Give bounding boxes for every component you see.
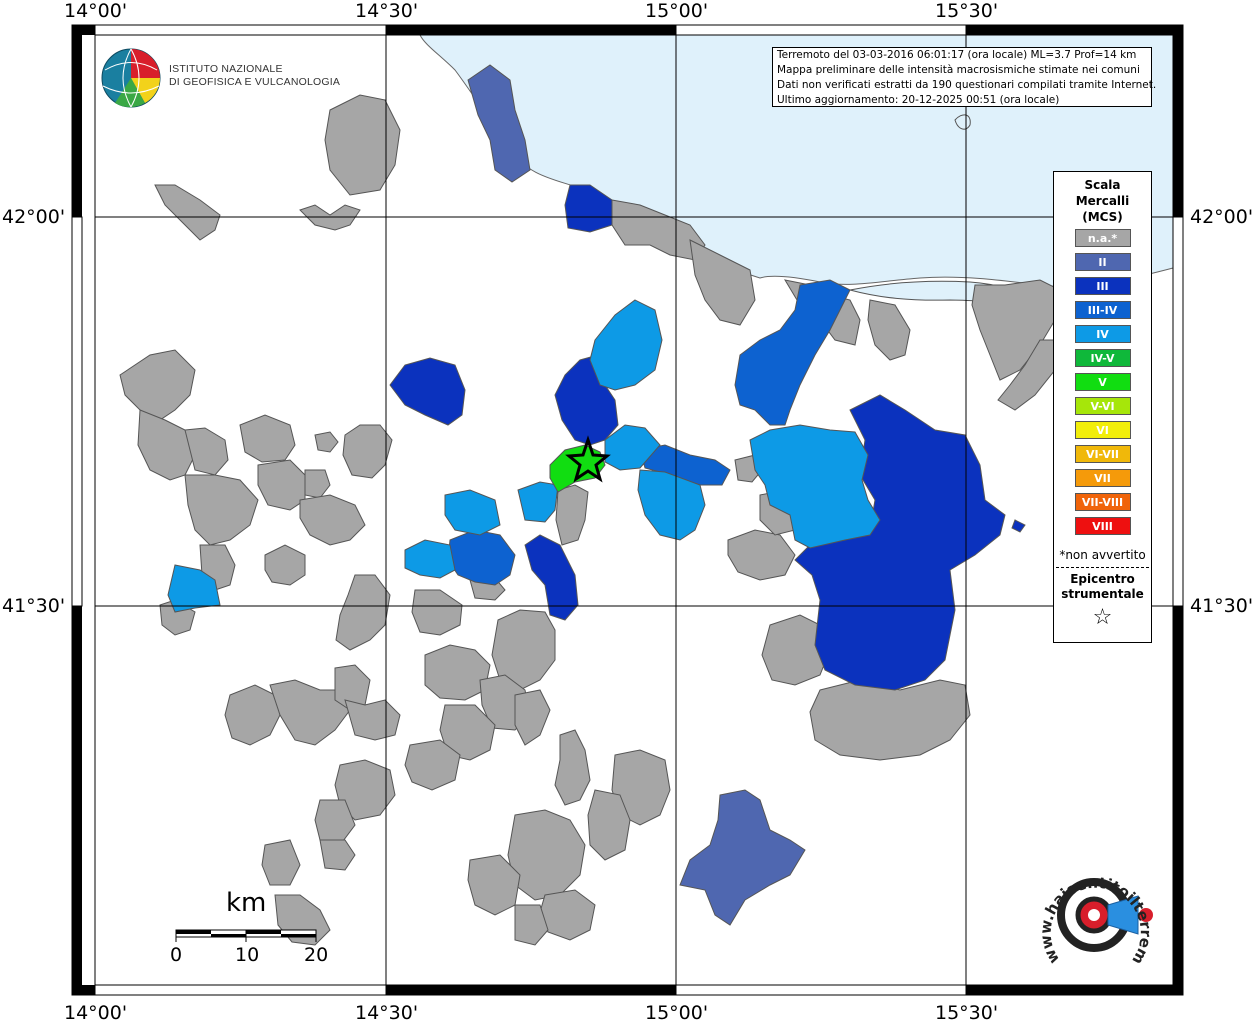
map-frame: [71, 24, 1184, 996]
legend-title-line1: Scala: [1084, 178, 1121, 192]
svg-text:www.haisentitoilterremoto.it: www.haisentitoilterremoto.it: [1040, 850, 1155, 968]
epicenter-star-icon: [565, 435, 611, 483]
mcs-legend: Scala Mercalli (MCS) n.a.* II III III-IV IV I…: [1053, 171, 1152, 643]
lon-label-top-3: 15°00': [645, 0, 709, 22]
lat-label-left-2: 41°30': [2, 595, 66, 617]
ingv-logo-text: ISTITUTO NAZIONALE DI GEOFISICA E VULCAN…: [169, 63, 340, 89]
intensity-III-small: [1011, 519, 1026, 533]
scale-tick-0: 0: [170, 944, 183, 966]
lon-label-bottom-3: 15°00': [645, 1002, 709, 1024]
legend-items: n.a.* II III III-IV IV IV-V V V-VI VI VI-VII VII VI…: [1054, 229, 1151, 535]
intensity-IV-west3: [404, 539, 456, 579]
scale-tick-20: 20: [304, 944, 329, 966]
legend-epicenter-label: Epicentro strumentale: [1054, 572, 1151, 602]
intensity-III-south: [524, 534, 579, 621]
legend-epicenter-line2: strumentale: [1061, 587, 1144, 601]
intensity-IV-east: [749, 424, 881, 549]
intensity-IV-west2: [444, 489, 501, 536]
legend-item: IV: [1074, 325, 1131, 343]
legend-title-line2: Mercalli: [1075, 194, 1130, 208]
legend-item: III-IV: [1074, 301, 1131, 319]
intensity-III-coast: [564, 184, 613, 233]
legend-note: *non avvertito: [1059, 548, 1146, 562]
badge-url-text: www.haisentitoilterremoto.it: [1040, 850, 1155, 968]
intensity-III-IV-southwest: [447, 529, 516, 586]
lon-label-bottom-1: 14°00': [64, 1002, 128, 1024]
legend-title: Scala Mercalli (MCS): [1054, 177, 1151, 225]
legend-item: V-VI: [1074, 397, 1131, 415]
scale-tick-10: 10: [235, 944, 260, 966]
event-info-line1: Terremoto del 03-03-2016 06:01:17 (ora l…: [777, 49, 1137, 61]
legend-item: VI: [1074, 421, 1131, 439]
lon-label-top-4: 15°30': [935, 0, 999, 22]
legend-item: III: [1074, 277, 1131, 295]
intensity-III-west: [389, 357, 466, 426]
legend-epicenter-line1: Epicentro: [1070, 572, 1135, 586]
legend-item: VII: [1074, 469, 1131, 487]
event-info-box: Terremoto del 03-03-2016 06:01:17 (ora l…: [772, 47, 1157, 107]
legend-title-line3: (MCS): [1082, 210, 1123, 224]
lat-label-left-1: 42°00': [2, 206, 66, 228]
legend-item: V: [1074, 373, 1131, 391]
intensity-IV-west1: [517, 481, 559, 523]
intensity-II-north: [467, 64, 531, 183]
lon-label-bottom-4: 15°30': [935, 1002, 999, 1024]
legend-item: VI-VII: [1074, 445, 1131, 463]
lon-label-top-2: 14°30': [355, 0, 419, 22]
legend-star-icon: ☆: [1092, 605, 1113, 630]
intensity-II-south: [679, 789, 806, 926]
scale-unit-label: km: [226, 888, 267, 918]
ingv-logo-icon: [101, 48, 161, 108]
graticule: [95, 35, 1173, 985]
event-info-line4: Ultimo aggiornamento: 20-12-2025 00:51 (…: [777, 94, 1060, 106]
lat-label-right-2: 41°30': [1190, 595, 1254, 617]
event-info-line2: Mappa preliminare delle intensità macros…: [777, 64, 1140, 76]
legend-item: II: [1074, 253, 1131, 271]
haisentito-badge-text: www.haisentitoilterremoto.it: [1040, 850, 1155, 968]
intensity-III-IV-center: [639, 444, 731, 486]
municipalities-intensity: [167, 64, 1026, 926]
lon-label-bottom-2: 14°30': [355, 1002, 419, 1024]
intensity-III-IV-northeast: [734, 279, 851, 426]
lon-label-top-1: 14°00': [64, 0, 128, 22]
ingv-name-line1: ISTITUTO NAZIONALE: [169, 63, 283, 75]
haisentito-badge-icon: [1057, 878, 1153, 952]
intensity-IV-southcenter: [637, 469, 706, 541]
ingv-name-line2: DI GEOFISICA E VULCANOLOGIA: [169, 76, 341, 88]
legend-separator: [1056, 567, 1149, 568]
legend-item: VII-VIII: [1074, 493, 1131, 511]
legend-item: IV-V: [1074, 349, 1131, 367]
legend-item: n.a.*: [1074, 229, 1131, 247]
intensity-IV-north: [589, 299, 663, 391]
event-info-line3: Dati non verificati estratti da 190 ques…: [777, 79, 1157, 91]
intensity-IV-center: [604, 424, 661, 471]
lat-label-right-1: 42°00': [1190, 206, 1254, 228]
legend-item: VIII: [1074, 517, 1131, 535]
scale-bar: [175, 929, 317, 942]
